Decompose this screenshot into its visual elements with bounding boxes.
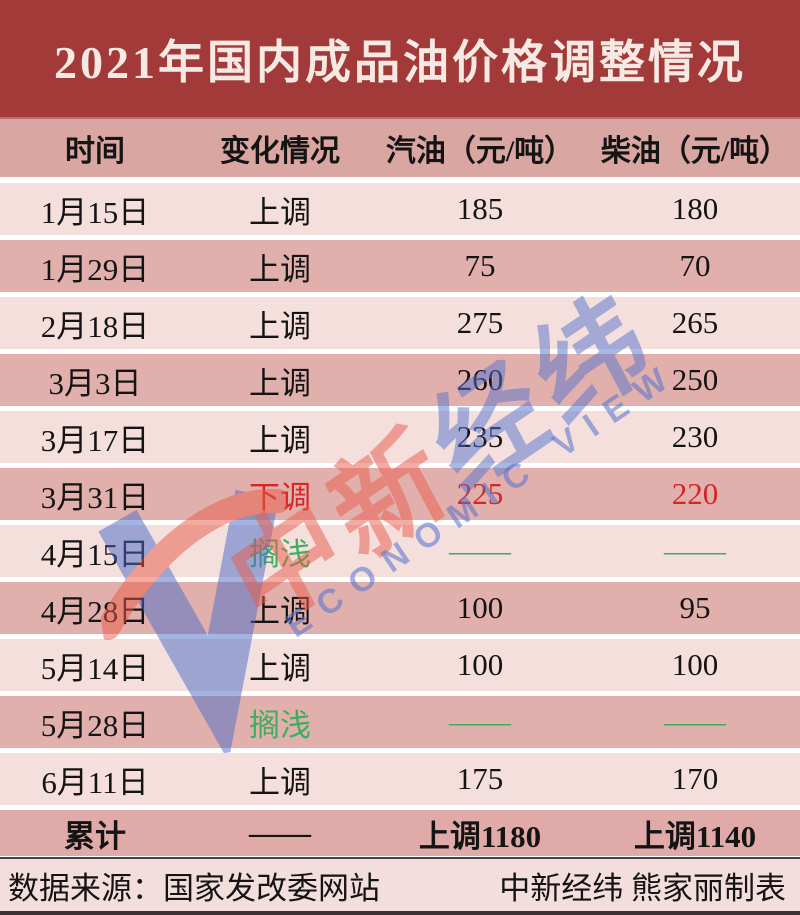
cell-gasoline: 275 xyxy=(456,305,504,340)
cell-change: 上调 xyxy=(249,308,311,344)
table-row: 3月3日 上调 260 250 xyxy=(0,354,800,406)
cell-diesel: 180 xyxy=(671,191,719,226)
cell-gasoline: 上调1180 xyxy=(418,818,542,854)
cell-gasoline: —— xyxy=(449,533,511,568)
cell-gasoline: 100 xyxy=(456,590,504,625)
cell-change: 上调 xyxy=(249,251,311,287)
table-row: 4月15日 搁浅 —— —— xyxy=(0,525,800,577)
col-header-time: 时间 xyxy=(65,135,125,168)
cell-diesel: 230 xyxy=(671,419,719,454)
table-header-row: 时间 变化情况 汽油（元/吨） 柴油（元/吨） xyxy=(0,117,800,177)
table-row: 3月17日 上调 235 230 xyxy=(0,411,800,463)
table-body: 1月15日 上调 185 180 1月29日 上调 75 70 2月18日 上调 275 265 3月3… xyxy=(0,183,800,856)
table-row: 5月28日 搁浅 —— —— xyxy=(0,696,800,748)
cell-change: 上调 xyxy=(249,422,311,458)
cell-date: 累计 xyxy=(64,818,126,854)
cell-gasoline: 235 xyxy=(456,419,504,454)
cell-diesel: 170 xyxy=(671,761,719,796)
cell-diesel: 70 xyxy=(679,248,711,283)
col-header-change: 变化情况 xyxy=(220,135,340,168)
cell-change: 上调 xyxy=(249,764,311,800)
cell-gasoline: 75 xyxy=(464,248,496,283)
cell-change: 搁浅 xyxy=(249,707,311,743)
cell-diesel: —— xyxy=(664,704,726,739)
cell-change: 上调 xyxy=(249,650,311,686)
cell-change: 上调 xyxy=(249,593,311,629)
cell-gasoline: 100 xyxy=(456,647,504,682)
cell-gasoline: 260 xyxy=(456,362,504,397)
cell-gasoline: —— xyxy=(449,704,511,739)
table-row: 1月29日 上调 75 70 xyxy=(0,240,800,292)
cell-date: 5月14日 xyxy=(40,650,150,686)
table-total-row: 累计 —— 上调1180 上调1140 xyxy=(0,810,800,856)
footer-bar: 数据来源：国家发改委网站 中新经纬 熊家丽制表 xyxy=(0,857,800,915)
col-header-diesel: 柴油（元/吨） xyxy=(600,135,790,168)
table-row: 1月15日 上调 185 180 xyxy=(0,183,800,235)
cell-gasoline: 175 xyxy=(456,761,504,796)
cell-date: 6月11日 xyxy=(41,764,149,800)
cell-date: 2月18日 xyxy=(40,308,150,344)
cell-change: —— xyxy=(249,815,311,850)
cell-diesel: 95 xyxy=(679,590,711,625)
cell-date: 1月29日 xyxy=(40,251,150,287)
cell-diesel: 250 xyxy=(671,362,719,397)
cell-date: 3月3日 xyxy=(48,365,142,401)
cell-diesel: 220 xyxy=(671,476,719,511)
data-source-label: 数据来源：国家发改委网站 xyxy=(8,870,380,906)
cell-date: 3月17日 xyxy=(40,422,150,458)
table-row: 6月11日 上调 175 170 xyxy=(0,753,800,805)
cell-date: 4月15日 xyxy=(40,536,150,572)
cell-date: 5月28日 xyxy=(40,707,150,743)
table-row: 4月28日 上调 100 95 xyxy=(0,582,800,634)
cell-diesel: —— xyxy=(664,533,726,568)
cell-date: 4月28日 xyxy=(40,593,150,629)
cell-change: 上调 xyxy=(249,365,311,401)
cell-change: 上调 xyxy=(249,194,311,230)
cell-diesel: 100 xyxy=(671,647,719,682)
cell-date: 1月15日 xyxy=(40,194,150,230)
table-row: 5月14日 上调 100 100 xyxy=(0,639,800,691)
cell-change: 下调 xyxy=(249,479,311,515)
cell-gasoline: 185 xyxy=(456,191,504,226)
table-row: 2月18日 上调 275 265 xyxy=(0,297,800,349)
cell-diesel: 上调1140 xyxy=(633,818,757,854)
table-row: 3月31日 下调 225 220 xyxy=(0,468,800,520)
cell-change: 搁浅 xyxy=(249,536,311,572)
page-title: 2021年国内成品油价格调整情况 xyxy=(0,0,800,117)
credit-label: 中新经纬 熊家丽制表 xyxy=(499,870,786,906)
cell-gasoline: 225 xyxy=(456,476,504,511)
cell-diesel: 265 xyxy=(671,305,719,340)
col-header-gasoline: 汽油（元/吨） xyxy=(385,135,575,168)
cell-date: 3月31日 xyxy=(40,479,150,515)
